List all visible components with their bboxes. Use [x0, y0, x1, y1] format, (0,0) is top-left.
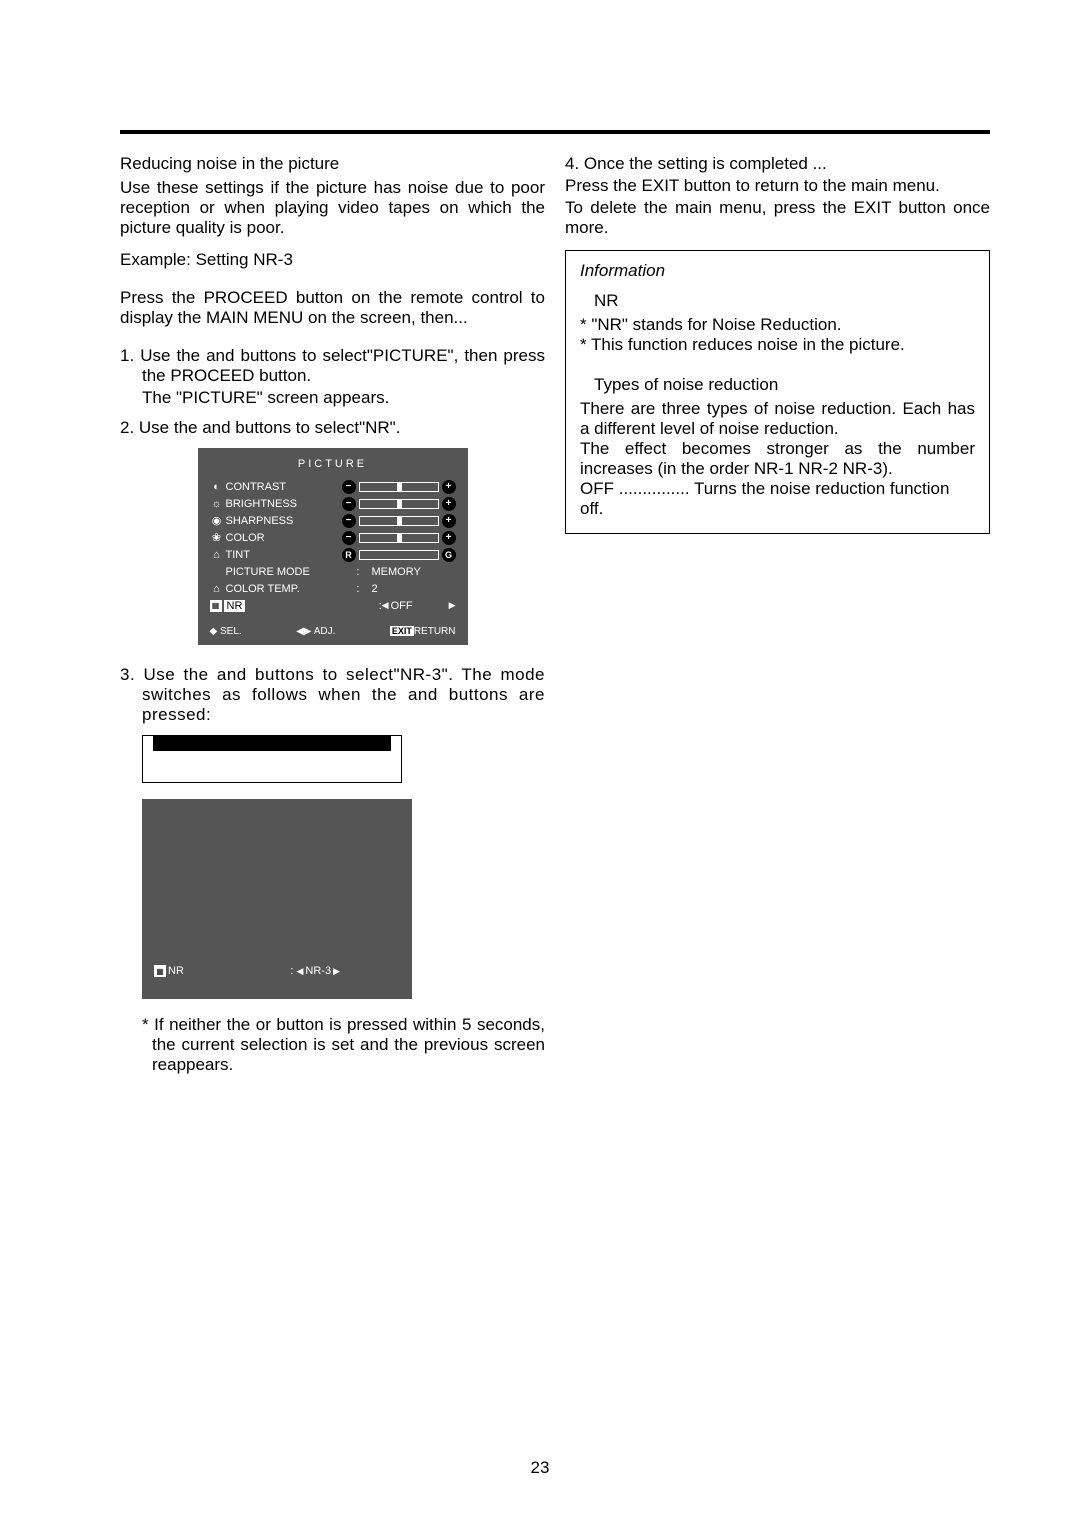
plus-icon: + [442, 497, 456, 511]
osd-label: BRIGHTNESS [224, 498, 342, 510]
minus-icon: − [342, 531, 356, 545]
info-types-body1: There are three types of noise reduction… [580, 399, 975, 439]
step-4-body2: To delete the main menu, press the EXIT … [565, 198, 990, 238]
osd-slider [359, 516, 439, 526]
triangle-right-icon: ▶ [449, 600, 456, 611]
leftright-icon: ◀▶ [296, 626, 311, 637]
osd-label: COLOR TEMP. [224, 583, 357, 595]
osd-slider [359, 499, 439, 509]
info-types-body2: The effect becomes stronger as the numbe… [580, 439, 975, 479]
osd-row-contrast: ◐ CONTRAST − + [210, 478, 456, 495]
step-1b: The "PICTURE" screen appears. [120, 388, 545, 408]
page-number: 23 [0, 1458, 1080, 1478]
osd-nr-value: NR-3 [303, 965, 333, 977]
blank-icon [210, 566, 224, 578]
step-4-head: 4. Once the setting is completed ... [565, 154, 990, 174]
triangle-right-icon: ▶ [333, 966, 340, 977]
information-box: Information NR * "NR" stands for Noise R… [565, 250, 990, 534]
step-2: 2. Use the and buttons to select"NR". [120, 418, 545, 438]
triangle-left-icon: ◀ [382, 600, 389, 611]
osd-label: SHARPNESS [224, 515, 342, 527]
g-icon: G [442, 548, 456, 562]
osd-row-nr: ▦ NR : ◀ OFF ▶ [210, 597, 456, 614]
step-3-note: * If neither the or button is pressed wi… [120, 1015, 545, 1075]
osd-colon: : [356, 583, 365, 595]
minus-icon: − [342, 497, 356, 511]
info-types-head: Types of noise reduction [594, 375, 975, 395]
osd-value: MEMORY [366, 566, 456, 578]
info-off-line: OFF ............... Turns the noise redu… [580, 479, 975, 519]
osd-label: CONTRAST [224, 481, 342, 493]
osd-row-brightness: ☼ BRIGHTNESS − + [210, 495, 456, 512]
info-title: Information [580, 261, 975, 281]
plus-icon: + [442, 531, 456, 545]
exit-badge: EXIT [390, 626, 414, 636]
osd-slider [359, 550, 439, 560]
nr-icon: ▦ [154, 965, 166, 977]
sharpness-icon: ◉ [210, 515, 224, 527]
osd-label: PICTURE MODE [224, 566, 357, 578]
osd-picture-menu: PICTURE ◐ CONTRAST − + ☼ BRIGHTNESS − + [198, 448, 468, 645]
minus-icon: − [342, 480, 356, 494]
osd-nr-menu: ▦ NR : ◀ NR-3 ▶ [142, 799, 412, 999]
plus-icon: + [442, 514, 456, 528]
adj-label: ADJ. [314, 626, 336, 637]
colortemp-icon: ⌂ [210, 583, 224, 595]
osd-value: 2 [366, 583, 456, 595]
osd-slider [359, 533, 439, 543]
osd-row-tint: ⌂ TINT R G [210, 546, 456, 563]
r-icon: R [342, 548, 356, 562]
left-column: Reducing noise in the picture Use these … [120, 154, 545, 1075]
return-group: EXITRETURN [390, 626, 456, 637]
osd-slider [359, 482, 439, 492]
info-nr-line2: * This function reduces noise in the pic… [580, 335, 975, 355]
osd-title: PICTURE [210, 458, 456, 470]
osd-value: OFF [389, 600, 449, 612]
intro-text: Use these settings if the picture has no… [120, 178, 545, 238]
osd-row-color: ❀ COLOR − + [210, 529, 456, 546]
updown-icon: ◆ [210, 626, 218, 637]
spacer [154, 977, 400, 989]
adj-group: ◀▶ ADJ. [296, 626, 335, 637]
info-nr-head: NR [594, 291, 975, 311]
sel-label: SEL. [220, 626, 242, 637]
osd-nr-label: NR [168, 965, 184, 977]
sel-group: ◆ SEL. [210, 626, 242, 637]
nr-icon: ▦ [210, 600, 222, 612]
osd-row-picture-mode: PICTURE MODE : MEMORY [210, 563, 456, 580]
contrast-icon: ◐ [210, 481, 224, 493]
plus-icon: + [442, 480, 456, 494]
step-3: 3. Use the and buttons to select"NR-3". … [120, 665, 545, 725]
osd-label: TINT [224, 549, 342, 561]
osd-colon: : [356, 566, 365, 578]
osd-row-sharpness: ◉ SHARPNESS − + [210, 512, 456, 529]
tint-icon: ⌂ [210, 549, 224, 561]
info-nr-line1: * "NR" stands for Noise Reduction. [580, 315, 975, 335]
osd-label-highlight: NR [224, 600, 246, 612]
step-4-body1: Press the EXIT button to return to the m… [565, 176, 990, 196]
step-1: 1. Use the and buttons to select"PICTURE… [120, 346, 545, 386]
osd-footer: ◆ SEL. ◀▶ ADJ. EXITRETURN [210, 626, 456, 637]
osd-nr-row: ▦ NR : ◀ NR-3 ▶ [154, 965, 400, 977]
minus-icon: − [342, 514, 356, 528]
mode-cycle-diagram [142, 735, 402, 783]
brightness-icon: ☼ [210, 498, 224, 510]
example-text: Example: Setting NR-3 [120, 250, 545, 270]
osd-row-color-temp: ⌂ COLOR TEMP. : 2 [210, 580, 456, 597]
return-label: RETURN [414, 626, 456, 637]
color-icon: ❀ [210, 532, 224, 544]
osd-label: COLOR [224, 532, 342, 544]
triangle-left-icon: ◀ [296, 966, 303, 977]
divider-rule [120, 130, 990, 134]
right-column: 4. Once the setting is completed ... Pre… [565, 154, 990, 1075]
section-heading: Reducing noise in the picture [120, 154, 545, 174]
proceed-text: Press the PROCEED button on the remote c… [120, 288, 545, 328]
